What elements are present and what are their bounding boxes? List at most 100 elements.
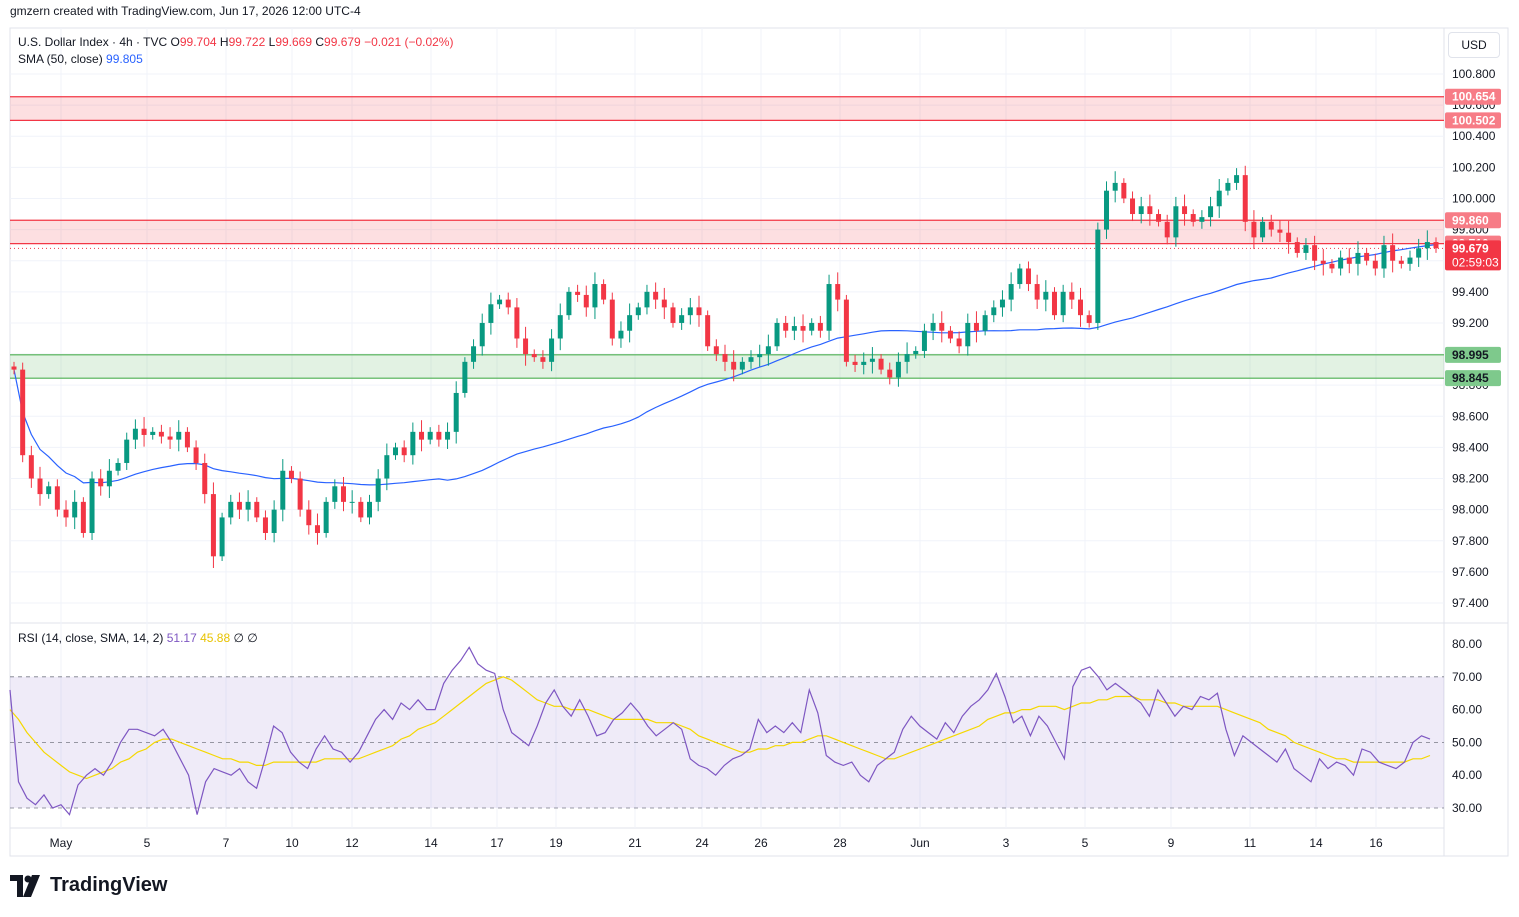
price-label: 98.995 [1452, 348, 1489, 362]
candle-body [332, 486, 338, 502]
candle-body [1086, 315, 1092, 323]
candle-body [592, 284, 598, 308]
candle-body [280, 470, 286, 510]
candle-body [28, 455, 34, 479]
tradingview-logo-icon [10, 874, 40, 897]
price-tick-label: 97.400 [1452, 596, 1489, 610]
candle-body [696, 307, 702, 316]
candle-body [1147, 206, 1153, 215]
candle-body [1104, 190, 1110, 230]
candle-body [887, 369, 893, 378]
price-tick-label: 100.000 [1452, 191, 1496, 205]
candle-body [1407, 257, 1413, 264]
currency-button[interactable]: USD [1448, 32, 1500, 58]
candle-body [236, 501, 242, 510]
candle-body [783, 322, 789, 331]
candle-body [1234, 175, 1240, 183]
price-label-bg [1445, 212, 1501, 229]
rsi-sma-value: 45.88 [200, 631, 231, 645]
candle-body [358, 501, 364, 518]
candle-body [653, 291, 659, 300]
candle-body [497, 299, 503, 305]
candle-body [349, 501, 355, 503]
candle-body [141, 428, 147, 435]
grid [10, 28, 1444, 828]
candle-body [1294, 242, 1300, 253]
candle-body [1338, 257, 1344, 269]
candle-body [1381, 245, 1387, 269]
candle-body [739, 361, 745, 370]
candle-body [982, 315, 988, 331]
candle-body [401, 447, 407, 456]
symbol-name[interactable]: U.S. Dollar Index · 4h · TVC [18, 35, 168, 49]
candle-body [861, 361, 867, 365]
candle-body [531, 354, 537, 358]
price-zones [10, 96, 1444, 379]
rsi-line [9, 646, 1431, 816]
candle-body [89, 478, 95, 533]
candle-body [471, 346, 477, 362]
candle-body [245, 501, 251, 510]
candle-body [973, 322, 979, 331]
price-tick-label: 98.400 [1452, 440, 1489, 454]
candle-body [306, 509, 312, 526]
candle-body [1346, 257, 1352, 264]
price-label: 100.654 [1452, 90, 1496, 104]
price-tick-label: 98.200 [1452, 472, 1489, 486]
price-label: 100.502 [1452, 113, 1496, 127]
candle-body [63, 509, 69, 518]
sma-label[interactable]: SMA (50, close) [18, 52, 103, 66]
candle-body [904, 354, 910, 362]
candle-body [106, 470, 112, 487]
candle-body [1216, 190, 1222, 207]
candle-body [219, 517, 225, 557]
candle-body [1190, 214, 1196, 222]
price-axis[interactable]: 100.800100.600100.400100.200100.00099.80… [1452, 67, 1496, 610]
rsi-tick-label: 60.00 [1452, 703, 1482, 717]
candle-body [921, 330, 927, 351]
sma-value: 99.805 [106, 52, 143, 66]
candle-body [627, 315, 633, 331]
price-tick-label: 99.400 [1452, 285, 1489, 299]
candle-body [1121, 182, 1127, 199]
time-tick-label: 5 [1082, 836, 1089, 850]
candle-body [930, 322, 936, 331]
close-value: 99.679 [324, 35, 361, 49]
rsi-tick-label: 30.00 [1452, 801, 1482, 815]
candle-body [566, 291, 572, 316]
candle-body [384, 455, 390, 479]
candle-body [670, 307, 676, 323]
price-tick-label: 98.600 [1452, 409, 1489, 423]
candle-body [375, 478, 381, 502]
time-axis[interactable]: May 5 7 10 12 14 17 19 21 24 26 28 Jun 3 5 9 11 14 16 [50, 836, 1383, 850]
rsi-extra: ∅ ∅ [233, 631, 258, 645]
candle-body [1199, 217, 1205, 222]
rsi-axis[interactable]: 80.00 70.00 60.00 50.00 40.00 30.00 [1452, 637, 1482, 815]
candle-body [46, 486, 52, 495]
rsi-label[interactable]: RSI (14, close, SMA, 14, 2) [18, 631, 164, 645]
candle-body [731, 361, 737, 370]
price-tick-label: 97.600 [1452, 565, 1489, 579]
candle-body [774, 322, 780, 347]
candle-body [254, 501, 260, 518]
candle-body [419, 431, 425, 440]
candle-body [453, 392, 459, 432]
low-value: 99.669 [275, 35, 313, 49]
close-label: C [315, 35, 325, 49]
rsi-legend: RSI (14, close, SMA, 14, 2) 51.17 45.88 … [18, 631, 258, 645]
candle-body [1156, 214, 1162, 222]
candle-body [80, 501, 86, 533]
candle-body [843, 299, 849, 362]
sma-path [13, 244, 1437, 486]
candle-body [340, 486, 346, 502]
rsi-value: 51.17 [166, 631, 197, 645]
candle-body [687, 307, 693, 316]
open-label: O [170, 35, 180, 49]
time-tick-label: 5 [144, 836, 151, 850]
high-label: H [219, 35, 229, 49]
candle-body [1025, 268, 1031, 285]
candle-body [445, 431, 451, 440]
candle-body [1095, 229, 1101, 323]
candle-body [1164, 221, 1170, 238]
